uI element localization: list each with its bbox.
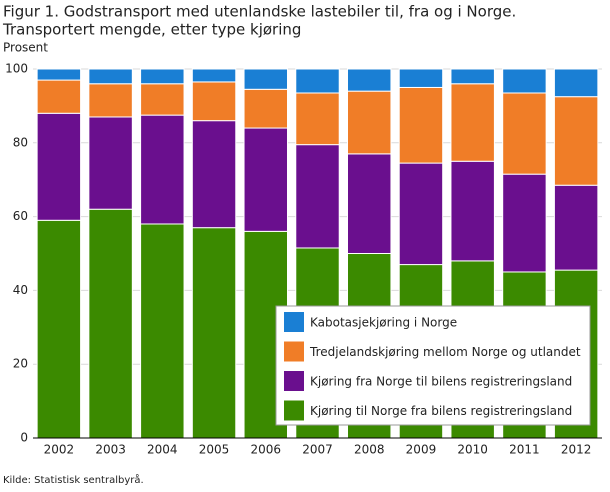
- bar-segment: [243, 127, 288, 232]
- bar-segment: [140, 83, 185, 116]
- x-tick-label: 2004: [147, 443, 178, 457]
- bar-segment: [36, 112, 82, 221]
- bar-segment: [140, 223, 185, 439]
- bar-segment: [502, 68, 547, 94]
- legend-label: Kjøring fra Norge til bilens registrerin…: [310, 375, 572, 389]
- bar-segment: [553, 184, 599, 271]
- y-axis-label: Prosent: [3, 41, 48, 55]
- bar-segment: [191, 227, 237, 439]
- legend-box: [275, 305, 591, 426]
- bar-segment: [553, 96, 599, 186]
- bar-segment: [398, 68, 444, 88]
- legend-swatch: [284, 400, 304, 421]
- bar-segment: [243, 88, 288, 129]
- bar-segment: [88, 68, 133, 85]
- bar-segment: [347, 68, 392, 92]
- bar-segment: [88, 208, 133, 439]
- x-tick-label: 2003: [95, 443, 126, 457]
- x-tick-label: 2011: [509, 443, 540, 457]
- x-tick-label: 2008: [354, 443, 385, 457]
- bar-segment: [88, 83, 133, 118]
- x-tick-label: 2007: [302, 443, 333, 457]
- chart-subtitle: Transportert mengde, etter type kjøring: [2, 21, 301, 39]
- x-tick-label: 2012: [561, 443, 592, 457]
- y-tick-label: 60: [13, 209, 28, 223]
- y-tick-label: 80: [13, 135, 28, 149]
- legend-swatch: [284, 341, 304, 362]
- bar-segment: [36, 68, 82, 81]
- bar-segment: [450, 83, 495, 162]
- x-tick-label: 2009: [406, 443, 437, 457]
- x-tick-label: 2005: [199, 443, 230, 457]
- bar-segment: [502, 92, 547, 175]
- bar-segment: [140, 114, 185, 225]
- bar-segment: [553, 68, 599, 98]
- y-tick-label: 40: [13, 283, 28, 297]
- bar-segment: [36, 219, 82, 439]
- bar-segment: [88, 116, 133, 210]
- source: Kilde: Statistisk sentralbyrå.: [3, 473, 144, 486]
- bar-segment: [347, 90, 392, 155]
- y-tick-label: 20: [13, 357, 28, 371]
- legend-label: Tredjelandskjøring mellom Norge og utlan…: [309, 345, 581, 359]
- bar-segment: [398, 86, 444, 164]
- bar-segment: [191, 120, 237, 229]
- y-tick-label: 100: [5, 62, 28, 76]
- bar-segment: [243, 68, 288, 90]
- bar-segment: [36, 79, 82, 114]
- x-tick-label: 2010: [457, 443, 488, 457]
- bar-segment: [450, 160, 495, 262]
- bar-segment: [450, 68, 495, 85]
- x-tick-label: 2006: [250, 443, 281, 457]
- bar-segment: [140, 68, 185, 85]
- bar-segment: [295, 92, 340, 146]
- legend-swatch: [284, 371, 304, 391]
- x-tick-label: 2002: [44, 443, 75, 457]
- bar-segment: [191, 68, 237, 83]
- chart-title: Figur 1. Godstransport med utenlandske l…: [3, 3, 516, 21]
- bar-segment: [191, 81, 237, 122]
- legend-label: Kabotasjekjøring i Norge: [310, 316, 457, 330]
- legend-label: Kjøring til Norge fra bilens registrerin…: [310, 404, 572, 418]
- bar-segment: [295, 144, 340, 249]
- bar-segment: [347, 153, 392, 254]
- bar-segment: [295, 68, 340, 94]
- bar-segment: [398, 162, 444, 266]
- y-tick-label: 0: [20, 431, 28, 445]
- legend-swatch: [284, 312, 304, 332]
- bar-segment: [502, 173, 547, 273]
